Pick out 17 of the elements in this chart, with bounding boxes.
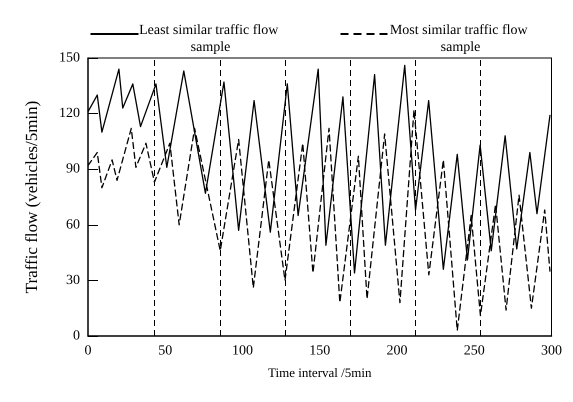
y-tick-label: 90: [66, 162, 80, 177]
y-tick-label: 0: [73, 328, 80, 344]
x-tick-label: 200: [386, 344, 408, 358]
x-tick-label: 50: [158, 344, 172, 358]
y-tick-label: 60: [66, 217, 80, 232]
x-tick-label: 300: [541, 344, 562, 358]
legend-label: Most similar traffic flow sample: [390, 23, 532, 55]
y-tick-label: 150: [59, 50, 80, 66]
legend-label: Least similar traffic flow sample: [139, 23, 282, 55]
y-tick-label: 120: [59, 106, 80, 122]
y-axis-title: Traffic flow (vehicles/5min): [22, 100, 41, 294]
x-axis-title: Time interval /5min: [268, 365, 372, 380]
x-tick-label: 250: [464, 344, 485, 358]
x-tick-label: 150: [309, 344, 330, 358]
x-tick-label: 100: [232, 344, 253, 358]
x-tick-label: 0: [84, 344, 92, 358]
y-tick-label: 30: [66, 272, 80, 288]
